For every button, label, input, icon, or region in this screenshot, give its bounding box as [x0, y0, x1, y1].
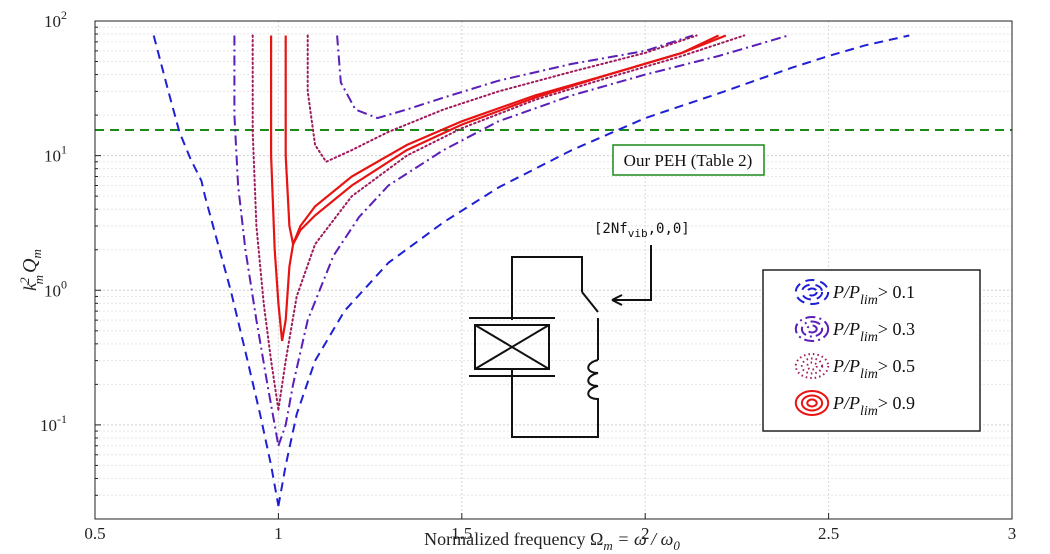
- annotation-our-peh: Our PEH (Table 2): [612, 144, 765, 176]
- legend-box: [762, 269, 981, 432]
- x-tick-label: 2: [641, 524, 650, 543]
- circuit-diagram: [469, 245, 652, 438]
- legend-item: P/Plim> 0.9: [794, 390, 915, 419]
- plot-frame: [94, 20, 1013, 520]
- switch-control-arrow: [612, 245, 652, 301]
- legend-item: P/Plim> 0.3: [794, 316, 915, 345]
- inductor-coil-icon: [587, 359, 599, 405]
- series-2-right-line: [277, 34, 746, 411]
- piezo-cross-2: [474, 324, 550, 370]
- legend-swatch-ring: [806, 398, 818, 408]
- y-tick-label: 10-1: [40, 412, 67, 435]
- legend-swatch-ring: [800, 394, 824, 412]
- y-tick-label: 100: [44, 277, 67, 300]
- legend-label: P/Plim> 0.5: [832, 356, 915, 382]
- legend-swatch-ring: [794, 279, 830, 305]
- legend-label: P/Plim> 0.3: [832, 319, 915, 345]
- legend-swatch-ring: [800, 357, 824, 375]
- x-tick-label: 0.5: [84, 524, 105, 543]
- legend-swatch-ring: [800, 320, 824, 338]
- legend-label: P/Plim> 0.1: [832, 282, 915, 308]
- legend-swatch-ring: [794, 390, 830, 416]
- annotation-box: [612, 144, 765, 176]
- x-tick-label: 1: [274, 524, 283, 543]
- series-3-left-line: [270, 35, 284, 342]
- annotation-text: Our PEH (Table 2): [624, 151, 753, 170]
- series-2-left-line: [251, 34, 280, 411]
- y-tick-label: 102: [44, 8, 67, 31]
- x-axis-label: Normalized frequency Ωm = ω / ω0: [424, 529, 680, 553]
- legend-swatch-ring: [794, 316, 830, 342]
- circuit-wire-top: [511, 256, 583, 320]
- legend-item: P/Plim> 0.1: [794, 279, 915, 308]
- series-1-right-line: [277, 34, 789, 447]
- circuit-wire-bottom: [511, 370, 599, 438]
- x-tick-label: 2.5: [818, 524, 839, 543]
- circuit-control-label: [2Nfvib,0,0]: [594, 221, 690, 240]
- legend-swatch-ring: [806, 324, 818, 334]
- series-1-left-line: [233, 35, 280, 446]
- series-3-upper-line: [284, 34, 720, 248]
- series-0-left-line: [152, 35, 280, 507]
- legend-swatch-ring: [806, 287, 818, 297]
- legend: P/Plim> 0.1 P/Plim> 0.3 P/Plim> 0.5 P/Plim>…: [762, 269, 981, 432]
- y-axis-label: k2mQm: [17, 249, 46, 291]
- legend-swatch-ring: [794, 353, 830, 379]
- y-tick-label: 101: [44, 143, 67, 166]
- x-tick-label: 1.5: [451, 524, 472, 543]
- series-layer: [95, 34, 1012, 507]
- legend-swatch-ring: [800, 283, 824, 301]
- x-tick-label: 3: [1008, 524, 1017, 543]
- series-0-right-line: [277, 34, 910, 507]
- series-1-upper-line: [336, 34, 694, 120]
- legend-item: P/Plim> 0.5: [794, 353, 915, 382]
- legend-swatch-ring: [806, 361, 818, 371]
- piezo-element: [474, 324, 550, 370]
- series-2-upper-line: [306, 34, 698, 164]
- switch-blade: [581, 291, 599, 313]
- legend-label: P/Plim> 0.9: [832, 393, 915, 419]
- switch-control-arrowhead: [611, 294, 623, 306]
